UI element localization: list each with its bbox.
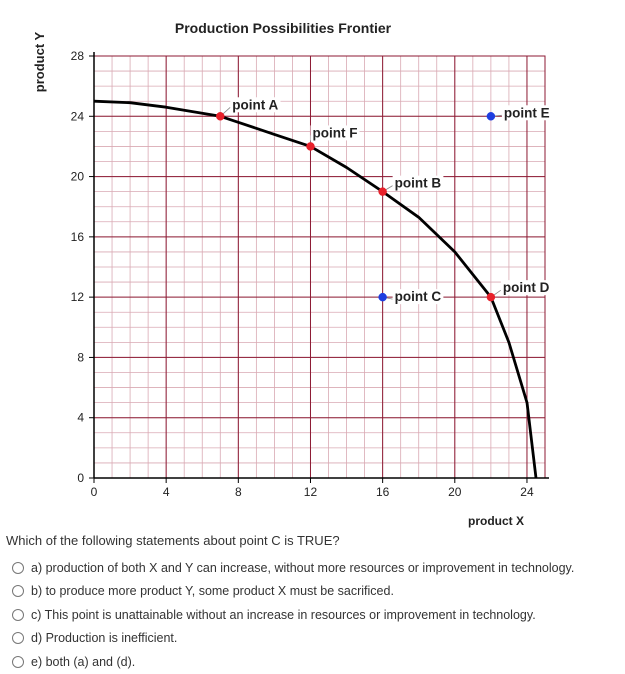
option-c[interactable]: c) This point is unattainable without an… — [12, 603, 574, 627]
y-tick-label: 20 — [71, 170, 85, 184]
x-tick-label: 4 — [163, 485, 170, 499]
point-label: point D — [503, 280, 550, 295]
radio-button[interactable] — [12, 585, 24, 598]
x-axis-label: product X — [468, 514, 524, 528]
point-label-background — [310, 125, 360, 141]
x-tick-label: 0 — [91, 485, 98, 499]
question-text: Which of the following statements about … — [6, 533, 340, 548]
point-label: point A — [232, 97, 278, 112]
option-label: a) production of both X and Y can increa… — [31, 560, 575, 575]
option-b[interactable]: b) to produce more product Y, some produ… — [12, 580, 574, 604]
y-tick-label: 4 — [77, 411, 84, 425]
y-tick-label: 24 — [71, 109, 85, 123]
point-label: point B — [395, 176, 442, 191]
option-label: e) both (a) and (d). — [31, 654, 136, 669]
point-label: point E — [504, 105, 550, 120]
option-a[interactable]: a) production of both X and Y can increa… — [12, 556, 574, 580]
radio-button[interactable] — [12, 632, 24, 645]
point-marker — [216, 112, 225, 121]
radio-button[interactable] — [12, 561, 24, 574]
y-tick-label: 28 — [71, 49, 85, 63]
x-tick-label: 16 — [376, 485, 390, 499]
radio-button[interactable] — [12, 608, 24, 621]
point-label: point C — [395, 289, 442, 304]
point-label-background — [230, 97, 281, 113]
point-label-background — [392, 175, 444, 191]
ppf-curve — [93, 99, 538, 479]
ppf-curve-group — [93, 99, 538, 479]
point-label-background — [392, 289, 444, 305]
point-marker — [306, 142, 315, 151]
chart-points: point A point F point B point C point D point… — [216, 97, 552, 305]
point-marker — [486, 292, 496, 302]
option-label: c) This point is unattainable without an… — [31, 607, 536, 622]
y-tick-label: 12 — [71, 290, 85, 304]
chart-ticks: 0 4 8 12 16 20 24 0 4 8 12 16 20 24 28 — [71, 49, 534, 499]
point-marker — [378, 292, 387, 302]
point-label-background — [501, 105, 552, 121]
point-marker — [378, 187, 387, 196]
x-tick-label: 12 — [304, 485, 318, 499]
point-label-background — [500, 280, 552, 296]
option-label: b) to produce more product Y, some produ… — [31, 584, 394, 599]
y-tick-label: 0 — [77, 471, 84, 485]
x-tick-label: 24 — [520, 485, 534, 499]
point-marker — [486, 112, 496, 121]
x-tick-label: 20 — [448, 485, 462, 499]
chart-axes — [93, 52, 549, 479]
radio-button[interactable] — [12, 655, 24, 668]
x-tick-label: 8 — [235, 485, 242, 499]
chart-title: Production Possibilities Frontier — [175, 20, 392, 36]
answer-options: a) production of both X and Y can increa… — [12, 556, 574, 674]
y-tick-label: 16 — [71, 230, 85, 244]
option-e[interactable]: e) both (a) and (d). — [12, 650, 574, 674]
y-tick-label: 8 — [77, 350, 84, 364]
chart-grid — [93, 55, 546, 479]
option-d[interactable]: d) Production is inefficient. — [12, 627, 574, 651]
y-axis-label: product Y — [32, 31, 47, 92]
option-label: d) Production is inefficient. — [31, 631, 178, 646]
point-label: point F — [312, 125, 357, 140]
